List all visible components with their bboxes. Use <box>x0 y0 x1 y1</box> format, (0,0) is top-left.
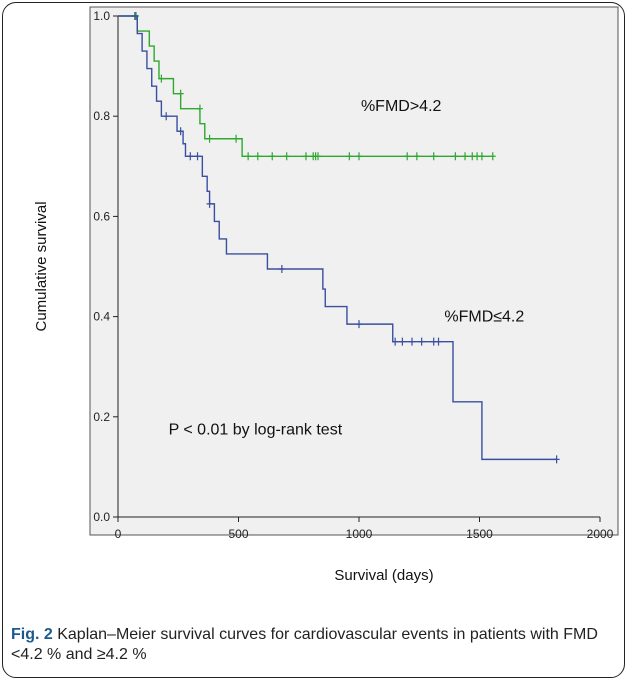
x-tick-label: 0 <box>115 527 122 541</box>
figure-caption: Fig. 2 Kaplan–Meier survival curves for … <box>11 625 616 665</box>
annotations: %FMD>4.2 %FMD≤4.2 P < 0.01 by log-rank tes… <box>169 98 525 438</box>
series-1 <box>118 12 496 161</box>
censor-mark <box>553 455 560 464</box>
censor-mark <box>278 265 285 274</box>
censor-mark <box>302 152 309 161</box>
censor-mark <box>187 152 194 161</box>
censor-mark <box>409 337 416 346</box>
plot-area <box>89 6 619 536</box>
caption-text: Kaplan–Meier survival curves for cardiov… <box>11 626 598 663</box>
annotation-3: P < 0.01 by log-rank test <box>169 421 343 438</box>
survival-curve <box>118 15 557 461</box>
censor-mark <box>254 152 261 161</box>
x-tick-label: 1000 <box>346 527 373 541</box>
x-tick-label: 1500 <box>466 527 493 541</box>
censor-mark <box>356 320 362 329</box>
y-tick-label: 0.8 <box>93 109 110 123</box>
censor-mark <box>413 152 420 161</box>
censor-mark <box>435 337 442 346</box>
survival-curve <box>118 15 492 157</box>
y-tick-label: 1.0 <box>93 9 110 23</box>
censor-mark <box>346 152 353 161</box>
censor-mark <box>489 152 496 161</box>
censor-mark <box>206 134 213 143</box>
censor-mark <box>404 152 411 161</box>
censor-mark <box>315 152 322 161</box>
censor-mark <box>158 74 165 83</box>
censor-mark <box>462 152 469 161</box>
censor-mark <box>177 89 184 98</box>
censor-mark <box>269 152 276 161</box>
censor-mark <box>452 152 459 161</box>
censor-mark <box>356 152 362 161</box>
caption-label: Fig. 2 <box>11 626 53 643</box>
survival-chart: 0.0 0.2 0.4 0.6 0.8 1.0 0 500 1000 1500 2000 %FMD>… <box>33 6 619 584</box>
censor-mark <box>131 12 138 20</box>
censor-mark <box>430 152 437 161</box>
censor-mark <box>194 152 201 161</box>
series-2 <box>118 12 560 464</box>
censor-mark <box>478 152 485 161</box>
y-tick-label: 0.4 <box>93 310 110 324</box>
y-tick-label: 0.6 <box>93 209 110 223</box>
censor-mark <box>177 127 184 136</box>
x-tick-label: 500 <box>228 527 248 541</box>
censor-mark <box>163 112 170 121</box>
censor-mark <box>399 337 406 346</box>
censor-mark <box>418 337 425 346</box>
y-tick-label: 0.0 <box>93 510 110 524</box>
axes: 0.0 0.2 0.4 0.6 0.8 1.0 0 500 1000 1500 2000 <box>93 9 613 541</box>
annotation-2: %FMD≤4.2 <box>444 309 524 326</box>
censor-mark <box>392 337 399 346</box>
series-layer <box>118 12 560 464</box>
censor-mark <box>283 152 290 161</box>
x-axis-label: Survival (days) <box>334 567 433 584</box>
y-axis-label: Cumulative survival <box>33 201 50 331</box>
censor-mark <box>206 199 213 208</box>
censor-mark <box>245 152 252 161</box>
annotation-1: %FMD>4.2 <box>361 98 442 115</box>
x-tick-label: 2000 <box>587 527 614 541</box>
censor-mark <box>233 134 240 143</box>
censor-mark <box>196 104 203 113</box>
y-tick-label: 0.2 <box>93 410 110 424</box>
